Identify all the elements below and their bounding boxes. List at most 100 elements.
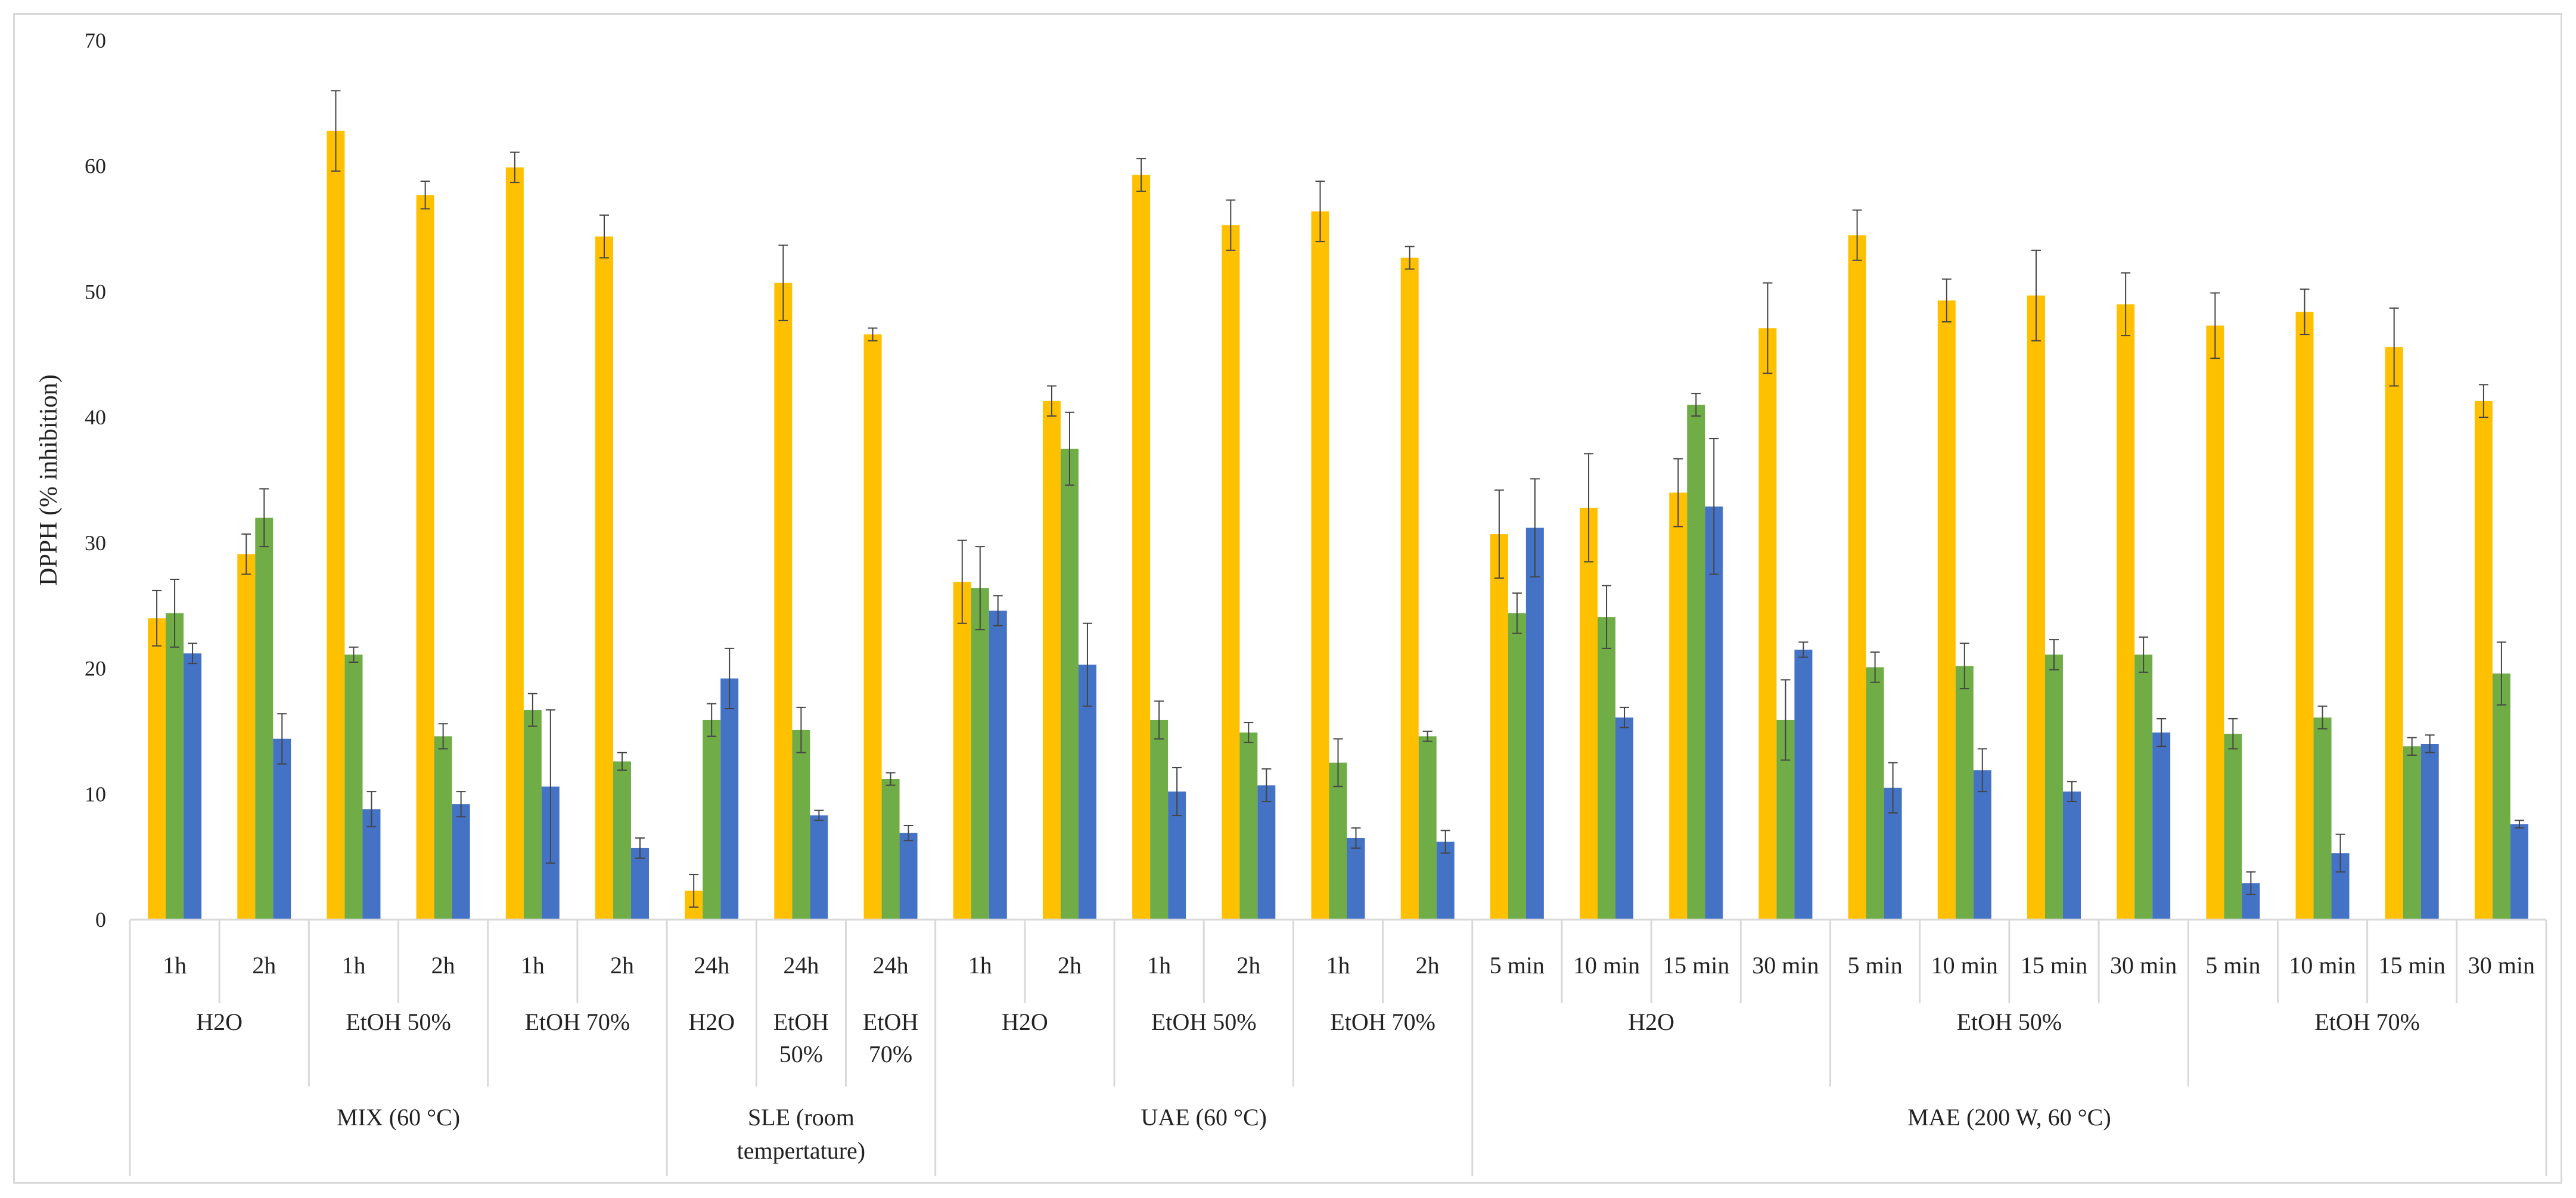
y-tick-label: 20 [85,657,106,681]
category-label: 5 min [2205,952,2260,979]
bar-series-1 [1937,300,1956,920]
bar-series-1 [2474,401,2493,920]
group-label-l2: H2O [1002,1008,1048,1035]
bar-series-2 [1150,719,1169,920]
group-label-l2: 50% [779,1041,823,1067]
bar-series-1 [953,582,971,920]
bar-series-1 [2117,304,2135,920]
bar-series-1 [2206,325,2224,920]
group-label-l3: tempertature) [737,1137,865,1164]
category-label: 24h [694,952,729,979]
category-label: 15 min [1663,952,1729,979]
category-label: 2h [431,952,455,979]
bar-series-1 [1580,507,1598,920]
bar-series-3 [452,804,470,920]
y-tick-label: 40 [85,405,106,429]
bar-series-1 [327,131,345,920]
bar-series-2 [2403,746,2421,920]
bar-series-1 [1490,534,1508,920]
bar-series-2 [1239,733,1258,920]
group-label-l2: EtOH 70% [1330,1008,1435,1035]
bar-series-2 [166,613,184,920]
bar-series-3 [2062,792,2081,920]
category-label: 2h [1058,952,1082,979]
category-label: 10 min [1573,952,1640,979]
group-label-l2: H2O [1628,1008,1674,1035]
group-label-l3: MAE (200 W, 60 °C) [1907,1104,2111,1131]
bar-series-3 [2510,824,2528,920]
dpph-bar-chart: 0 10 20 30 40 50 60 70 DPPH (% inhibition) 1h 2h 1h… [35,29,2547,1176]
category-label: 1h [341,952,365,979]
bar-series-3 [362,809,381,920]
bar-series-2 [1329,762,1347,920]
bar-series-2 [971,588,989,920]
bar-series-3 [810,815,828,920]
bar-series-2 [434,736,452,920]
category-label: 24h [783,952,819,979]
category-label: 30 min [2468,952,2535,979]
bar-series-2 [2313,717,2332,920]
group-label-l2: EtOH [773,1008,829,1035]
bar-series-2 [1598,617,1616,920]
group-label-l2: H2O [196,1008,243,1035]
bar-series-3 [1705,506,1723,920]
category-label: 24h [873,952,909,979]
category-label: 5 min [1490,952,1545,979]
bar-series-3 [631,848,650,920]
bar-series-3 [1078,665,1096,920]
bar-series-2 [2224,734,2242,920]
group-label-l2: EtOH [863,1008,918,1035]
bar-series-1 [595,236,614,920]
group-label-l2: H2O [688,1008,735,1035]
bar-series-1 [1132,175,1151,920]
bar-series-3 [1615,717,1634,920]
bar-series-1 [148,618,166,920]
bar-series-2 [881,779,900,920]
y-tick-label: 70 [85,29,106,52]
bar-series-3 [1973,770,1991,920]
bar-series-3 [2420,744,2439,920]
category-label: 2h [610,952,634,979]
bar-series-1 [2385,347,2403,920]
y-tick-label: 10 [85,782,106,806]
bar-series-1 [1311,211,1329,920]
bar-series-2 [2134,654,2153,920]
category-label: 1h [1326,952,1350,979]
bar-series-3 [989,610,1007,920]
bar-series-2 [1060,448,1079,920]
bar-series-3 [2152,733,2171,920]
group-label-l3: SLE (room [748,1104,854,1131]
bar-series-2 [1866,667,1884,920]
bar-series-1 [1848,235,1866,920]
bar-series-3 [1794,649,1813,920]
bar-series-1 [1758,328,1777,920]
group-label-l2: EtOH 50% [1957,1008,2062,1035]
category-label: 2h [252,952,276,979]
bar-series-1 [1669,492,1688,920]
bar-series-3 [1257,785,1276,920]
bar-series-1 [1042,401,1061,920]
bar-series-2 [1687,405,1705,920]
bar-series-1 [1222,225,1240,920]
y-tick-label: 0 [95,908,106,932]
category-label: 1h [968,952,992,979]
category-label: 30 min [2110,952,2177,979]
bar-series-1 [505,167,524,920]
bar-series-2 [523,710,542,920]
bar-series-2 [1508,613,1526,920]
bar-series-1 [2027,295,2045,920]
category-label: 1h [1147,952,1171,979]
y-tick-label: 50 [85,280,106,303]
group-label-l2: EtOH 50% [1151,1008,1257,1035]
bar-series-3 [184,653,202,920]
category-label: 5 min [1847,952,1902,979]
category-label: 15 min [2379,952,2446,979]
bar-series-2 [2492,674,2510,920]
bar-series-2 [1955,666,1974,920]
group-label-l2: EtOH 50% [346,1008,451,1035]
y-tick-label: 30 [85,531,106,555]
bar-series-2 [2044,654,2063,920]
bar-series-2 [344,654,363,920]
bar-series-1 [416,195,434,920]
category-label: 1h [163,952,187,979]
